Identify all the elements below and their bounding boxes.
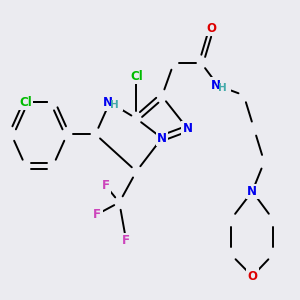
Text: F: F: [122, 234, 130, 247]
Text: O: O: [206, 22, 216, 35]
Text: N: N: [102, 96, 112, 109]
Text: Cl: Cl: [130, 70, 143, 83]
Text: N: N: [157, 132, 167, 145]
Text: F: F: [102, 179, 110, 192]
Text: H: H: [218, 83, 227, 93]
Text: Cl: Cl: [19, 96, 32, 109]
Text: N: N: [247, 185, 257, 198]
Text: F: F: [93, 208, 101, 221]
Text: NH: NH: [207, 79, 229, 92]
Text: O: O: [247, 270, 257, 283]
Text: N: N: [182, 122, 193, 135]
Text: H: H: [110, 100, 118, 110]
Text: NH: NH: [99, 96, 121, 109]
Text: N: N: [211, 79, 221, 92]
